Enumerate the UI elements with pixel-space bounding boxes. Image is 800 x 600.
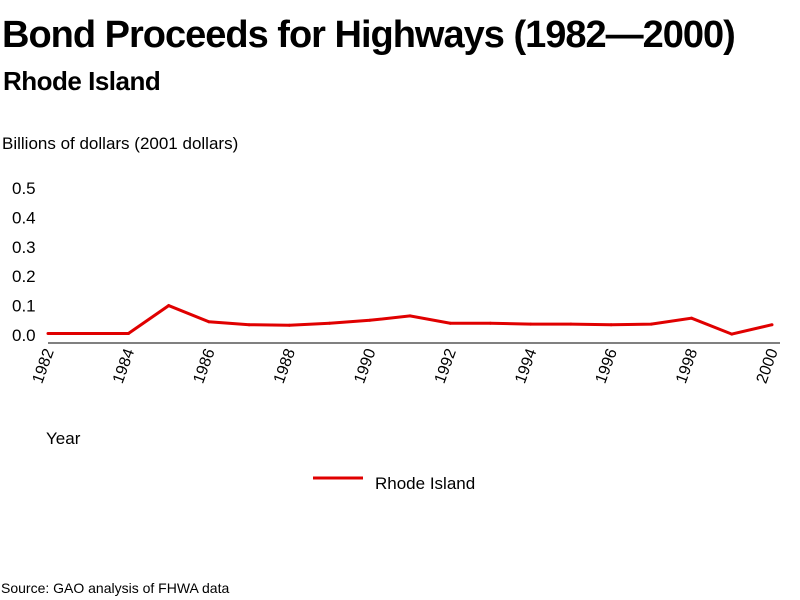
y-tick-label: 0.0 xyxy=(12,326,36,345)
x-tick-label: 1982 xyxy=(30,346,58,385)
series-point xyxy=(609,323,613,327)
y-axis-ticks: 0.0 0.1 0.2 0.3 0.4 0.5 xyxy=(12,179,36,345)
series-point xyxy=(448,321,452,325)
legend-label-rhode-island: Rhode Island xyxy=(375,474,475,493)
series-point xyxy=(488,321,492,325)
series-point xyxy=(770,323,774,327)
series-point xyxy=(247,323,251,327)
series-point xyxy=(649,322,653,326)
series-point xyxy=(368,318,372,322)
y-tick-label: 0.5 xyxy=(12,179,36,198)
x-tick-label: 1990 xyxy=(351,346,379,385)
series-point xyxy=(569,322,573,326)
x-tick-label: 1984 xyxy=(110,346,138,385)
series-point xyxy=(46,332,50,336)
chart-title: Bond Proceeds for Highways (1982—2000) xyxy=(2,14,736,56)
x-tick-label: 2000 xyxy=(754,346,782,385)
x-tick-label: 1986 xyxy=(190,346,218,385)
x-tick-label: 1998 xyxy=(673,346,701,385)
source-note: Source: GAO analysis of FHWA data xyxy=(1,580,230,596)
series-point xyxy=(86,332,90,336)
series-point xyxy=(167,304,171,308)
y-axis-unit-label: Billions of dollars (2001 dollars) xyxy=(2,134,239,153)
legend: Rhode Island xyxy=(313,474,475,493)
series-point xyxy=(207,320,211,324)
y-tick-label: 0.4 xyxy=(12,208,36,227)
series-point xyxy=(529,322,533,326)
series-point xyxy=(730,332,734,336)
series-point xyxy=(690,316,694,320)
y-tick-label: 0.3 xyxy=(12,238,36,257)
x-tick-label: 1996 xyxy=(593,346,621,385)
x-tick-label: 1992 xyxy=(432,346,460,385)
series-point xyxy=(328,321,332,325)
x-tick-label: 1988 xyxy=(271,346,299,385)
series-line-rhode-island xyxy=(48,303,773,336)
series-points xyxy=(46,304,774,336)
y-tick-label: 0.2 xyxy=(12,267,36,286)
y-tick-label: 0.1 xyxy=(12,297,36,316)
x-axis-ticks: 1982 1984 1986 1988 1990 1992 1994 1996 1998 2000 xyxy=(30,346,782,385)
series-point xyxy=(126,332,130,336)
chart-subtitle: Rhode Island xyxy=(3,66,161,96)
series-point xyxy=(408,314,412,318)
series-point xyxy=(287,323,291,327)
x-axis-label: Year xyxy=(46,429,81,448)
x-tick-label: 1994 xyxy=(512,346,540,385)
